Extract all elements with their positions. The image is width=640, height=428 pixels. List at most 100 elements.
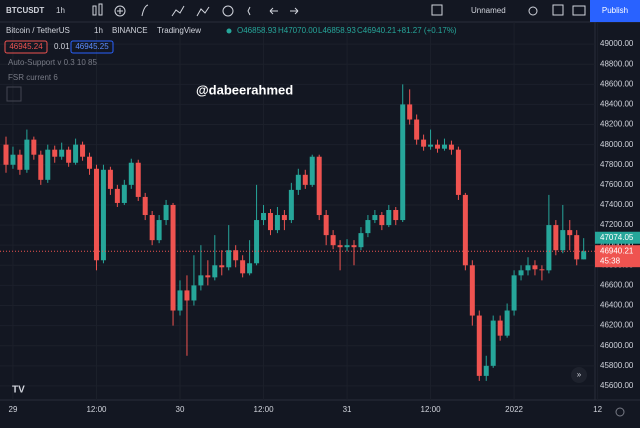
candle-body bbox=[372, 215, 378, 221]
candle-body bbox=[323, 215, 329, 236]
bid-box[interactable] bbox=[4, 40, 48, 54]
candle-body bbox=[87, 156, 93, 169]
candle-body bbox=[31, 139, 37, 155]
candle-body bbox=[407, 104, 413, 120]
candle-body bbox=[497, 320, 503, 336]
candle-body bbox=[254, 220, 260, 264]
candle-body bbox=[45, 149, 51, 180]
x-tick-label: 31 bbox=[343, 405, 352, 414]
candle-body bbox=[302, 174, 308, 185]
candle-body bbox=[191, 285, 197, 301]
candle-body bbox=[247, 263, 253, 274]
candle-body bbox=[414, 119, 420, 140]
legend-interval: 1h bbox=[94, 26, 103, 35]
candle-body bbox=[400, 104, 406, 221]
candle-body bbox=[476, 315, 482, 376]
y-tick-label: 48000.00 bbox=[600, 140, 634, 149]
candles bbox=[3, 84, 587, 381]
candle-body bbox=[483, 365, 489, 376]
price-label: 46940.21 bbox=[600, 246, 634, 255]
candle-body bbox=[337, 245, 343, 248]
candle-body bbox=[24, 139, 30, 170]
candle-body bbox=[462, 194, 468, 266]
candle-body bbox=[309, 156, 315, 185]
candle-body bbox=[469, 265, 475, 316]
legend-change: +81.27 (+0.17%) bbox=[397, 26, 457, 35]
candle-body bbox=[149, 215, 155, 241]
legend-low: L46858.93 bbox=[318, 26, 356, 35]
tv-logo: TV bbox=[12, 385, 25, 396]
y-tick-label: 46200.00 bbox=[600, 321, 634, 330]
x-tick-label: 2022 bbox=[505, 405, 523, 414]
price-label-box bbox=[595, 231, 640, 244]
candle-body bbox=[428, 144, 434, 147]
candle-body bbox=[100, 169, 106, 261]
y-tick-label: 48600.00 bbox=[600, 79, 634, 88]
legend-high: H47070.00 bbox=[278, 26, 318, 35]
candle-body bbox=[198, 275, 204, 286]
ask-box[interactable] bbox=[70, 40, 114, 54]
candle-body bbox=[344, 245, 350, 248]
interval-button[interactable]: 1h bbox=[56, 6, 65, 15]
candle-body bbox=[170, 204, 176, 311]
price-label: 47074.05 bbox=[600, 233, 634, 242]
settings-icon[interactable] bbox=[615, 407, 625, 417]
candle-body bbox=[574, 235, 580, 260]
ask[interactable]: 46945.25 bbox=[75, 42, 109, 51]
candle-body bbox=[330, 235, 336, 246]
y-tick-label: 45600.00 bbox=[600, 381, 634, 390]
spread: 0.01 bbox=[54, 42, 70, 51]
scroll-icon[interactable]: » bbox=[577, 370, 582, 379]
candle-body bbox=[393, 209, 399, 221]
candle-body bbox=[80, 144, 86, 157]
x-tick-label: 29 bbox=[9, 405, 18, 414]
grid bbox=[0, 22, 599, 400]
candle-body bbox=[532, 265, 538, 270]
candle-body bbox=[281, 215, 287, 221]
candle-body bbox=[274, 215, 280, 231]
candle-body bbox=[38, 154, 44, 180]
bid[interactable]: 46945.24 bbox=[9, 42, 43, 51]
scroll-button[interactable] bbox=[571, 367, 587, 383]
exchange: BINANCE bbox=[112, 26, 148, 35]
market-status bbox=[226, 28, 232, 34]
candle-body bbox=[212, 265, 218, 278]
toolbar-icons[interactable] bbox=[92, 3, 586, 17]
candle-body bbox=[59, 149, 65, 157]
candle-body bbox=[379, 215, 385, 226]
legend: Bitcoin / TetherUS 1h BINANCE TradingVie… bbox=[4, 26, 457, 102]
candle-body bbox=[358, 233, 364, 248]
candle-body bbox=[504, 310, 510, 336]
y-tick-label: 45800.00 bbox=[600, 361, 634, 370]
publish-button-bg[interactable] bbox=[590, 0, 640, 22]
candle-body bbox=[365, 220, 371, 234]
y-tick-label: 46400.00 bbox=[600, 301, 634, 310]
candle-body bbox=[435, 144, 441, 149]
y-tick-label: 46600.00 bbox=[600, 281, 634, 290]
collapse-button[interactable] bbox=[6, 86, 22, 102]
candle-body bbox=[135, 162, 141, 197]
publish-button[interactable]: Publish bbox=[602, 6, 628, 15]
legend-open: O46858.93 bbox=[237, 26, 277, 35]
y-tick-label: 48800.00 bbox=[600, 59, 634, 68]
candle-body bbox=[107, 169, 113, 189]
layout-name[interactable]: Unnamed bbox=[471, 6, 506, 15]
candle-body bbox=[490, 320, 496, 366]
candle-body bbox=[581, 251, 587, 260]
candle-body bbox=[441, 144, 447, 149]
candle-body bbox=[184, 290, 190, 301]
candle-body bbox=[66, 149, 72, 163]
candle-body bbox=[511, 275, 517, 311]
candle-body bbox=[288, 189, 294, 221]
candle-body bbox=[316, 156, 322, 216]
candle-body bbox=[163, 204, 169, 221]
toolbar bbox=[0, 0, 640, 22]
symbol[interactable]: BTCUSDT bbox=[6, 6, 44, 15]
candle-body bbox=[351, 245, 357, 248]
candle-body bbox=[539, 269, 545, 271]
candle-body bbox=[567, 230, 573, 236]
candle-body bbox=[114, 188, 120, 203]
y-tick-label: 47000.00 bbox=[600, 240, 634, 249]
